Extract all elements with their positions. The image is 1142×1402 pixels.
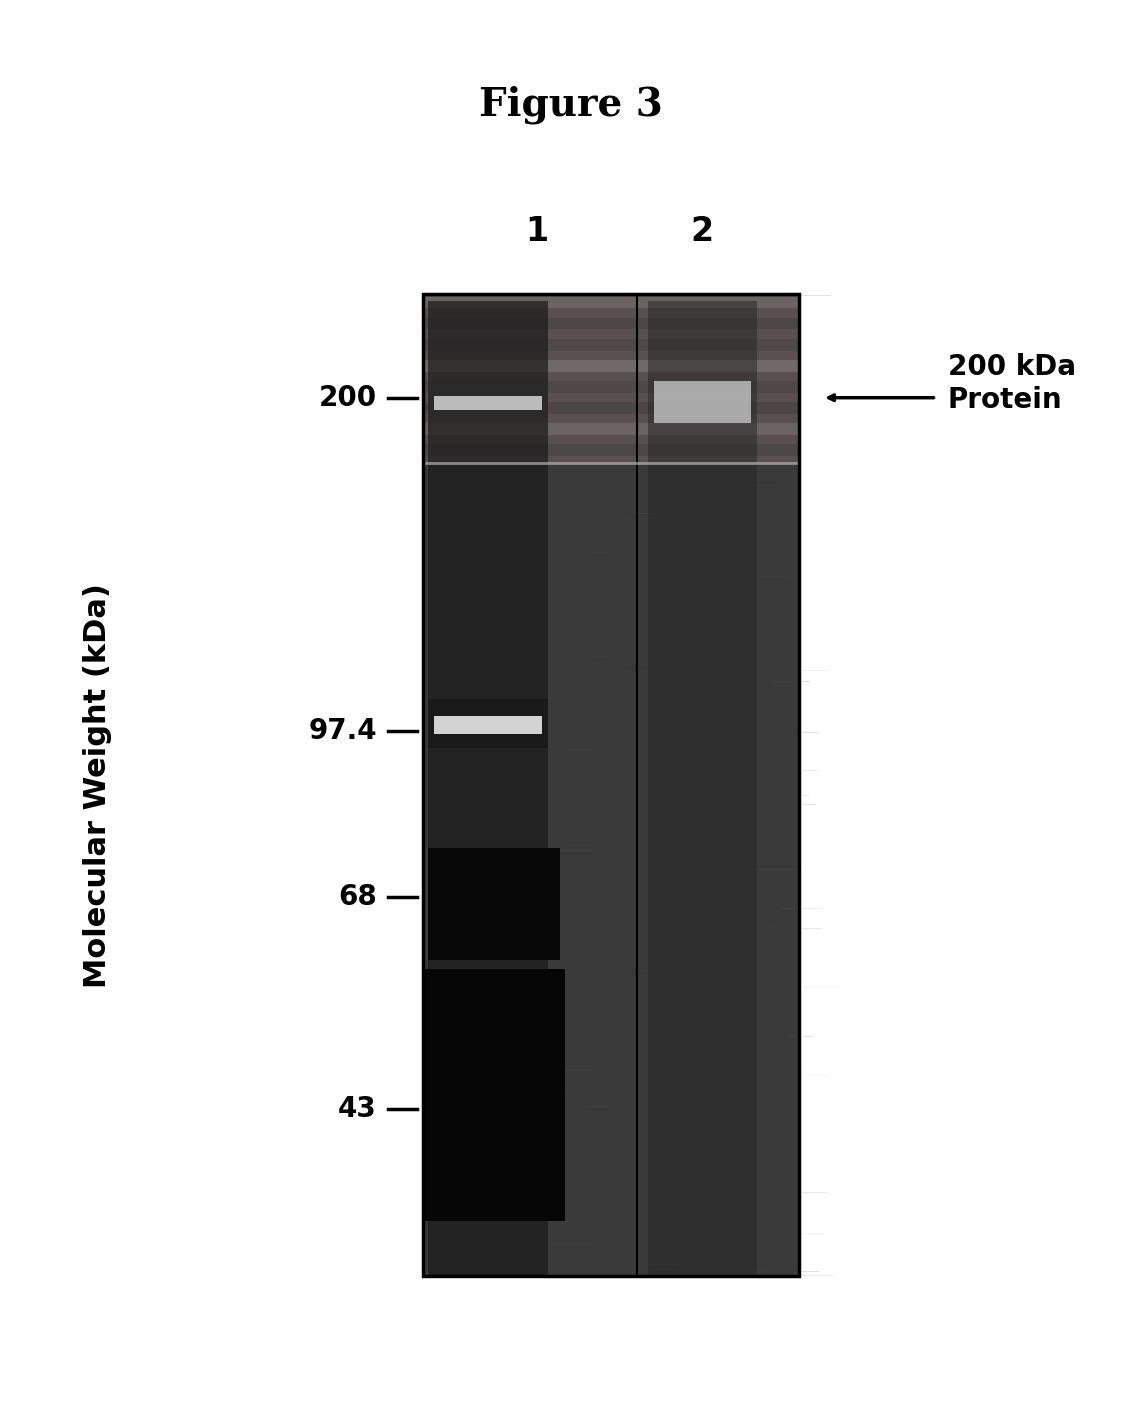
Bar: [423, 294, 799, 1276]
Bar: [423, 339, 799, 350]
Bar: [434, 395, 542, 409]
Text: Molecular Weight (kDa): Molecular Weight (kDa): [82, 583, 112, 987]
Text: 200 kDa
Protein: 200 kDa Protein: [948, 353, 1076, 414]
Text: 43: 43: [338, 1095, 377, 1123]
Bar: [653, 381, 750, 423]
Bar: [428, 848, 560, 960]
Text: 200: 200: [319, 384, 377, 412]
Bar: [423, 381, 799, 393]
Bar: [434, 716, 542, 733]
Bar: [649, 301, 757, 1276]
Text: 1: 1: [525, 215, 548, 248]
Bar: [428, 380, 548, 415]
Bar: [423, 294, 799, 463]
Text: 68: 68: [338, 883, 377, 911]
Text: 2: 2: [691, 215, 714, 248]
Bar: [423, 360, 799, 372]
Bar: [423, 444, 799, 456]
Bar: [653, 381, 750, 423]
Bar: [428, 700, 548, 749]
Bar: [423, 297, 799, 308]
Bar: [423, 402, 799, 414]
Bar: [423, 969, 565, 1221]
Bar: [423, 318, 799, 329]
Bar: [423, 294, 799, 1276]
Text: Figure 3: Figure 3: [478, 86, 664, 125]
Bar: [428, 301, 548, 1276]
Text: 97.4: 97.4: [308, 716, 377, 744]
Bar: [423, 423, 799, 435]
